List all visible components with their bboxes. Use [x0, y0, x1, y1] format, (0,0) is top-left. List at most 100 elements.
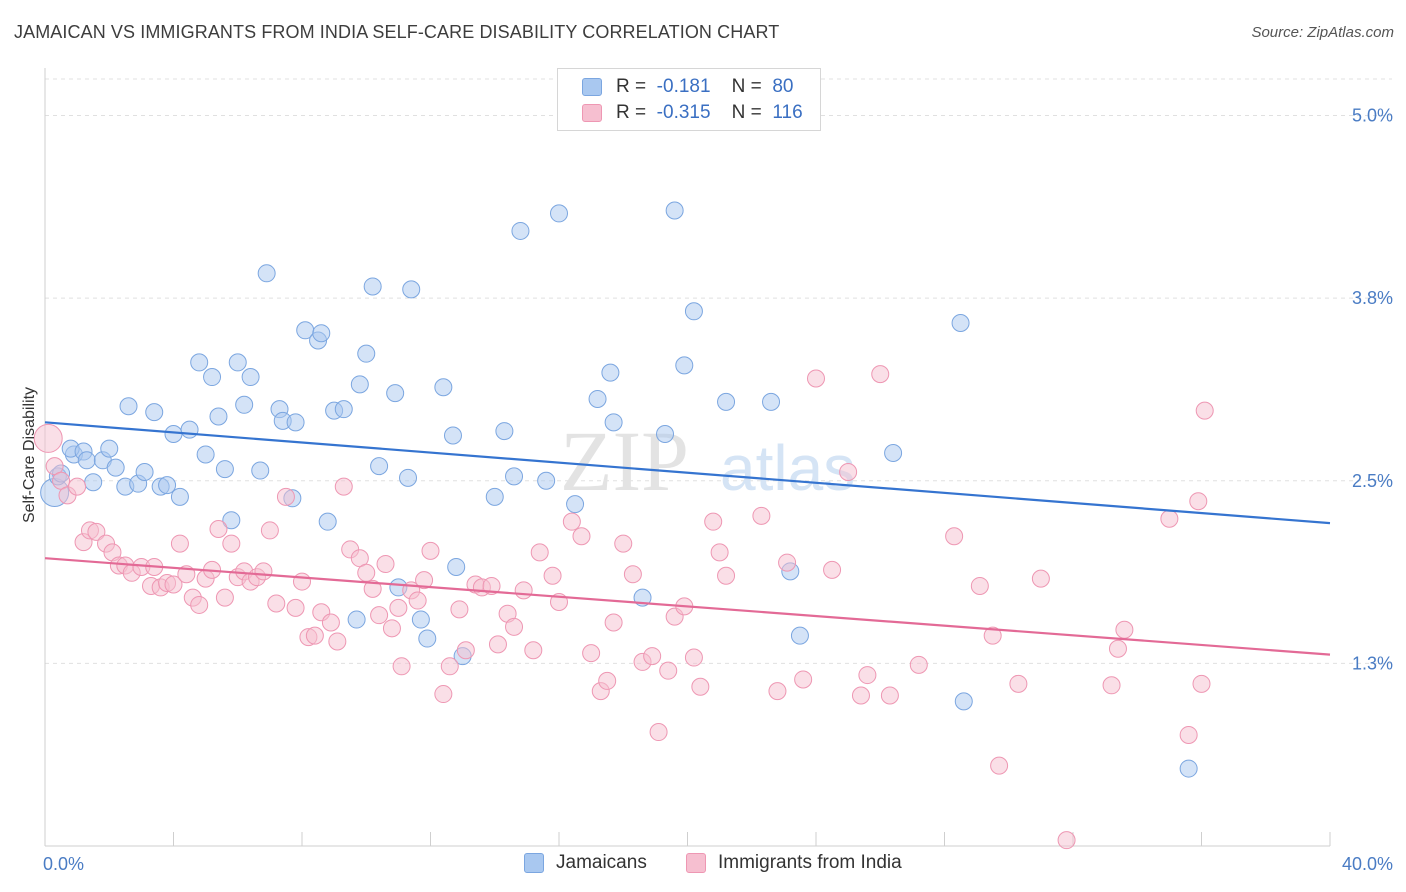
data-point: [370, 457, 389, 476]
data-point: [392, 657, 411, 676]
data-point: [411, 610, 430, 629]
y-tick-label: 3.8%: [1352, 288, 1393, 308]
data-point: [495, 422, 514, 441]
data-point: [623, 565, 642, 584]
data-points: [33, 201, 1214, 850]
data-point: [665, 201, 684, 220]
data-point: [170, 487, 189, 506]
data-point: [514, 581, 533, 600]
data-point: [228, 353, 247, 372]
data-point: [370, 606, 389, 625]
data-point: [357, 563, 376, 582]
data-point: [684, 302, 703, 321]
data-point: [954, 692, 973, 711]
legend-swatch-india: [686, 853, 706, 873]
data-point: [363, 277, 382, 296]
data-point: [550, 204, 568, 223]
y-axis-label: Self-Care Disability: [21, 387, 38, 523]
data-point: [794, 670, 813, 689]
data-point: [257, 264, 276, 283]
data-point: [566, 495, 585, 514]
data-point: [1160, 509, 1179, 528]
legend-n-value: 116: [772, 102, 803, 123]
data-point: [434, 378, 453, 397]
y-tick-label: 5.0%: [1352, 106, 1393, 126]
data-point: [909, 655, 928, 674]
data-point: [505, 617, 524, 636]
legend-r-label: R =: [616, 102, 647, 123]
data-point: [752, 506, 771, 525]
data-point: [434, 685, 453, 704]
data-point: [251, 461, 270, 480]
data-point: [537, 471, 556, 490]
data-point: [196, 445, 215, 464]
legend-n-value: 80: [772, 76, 794, 97]
series-india: [33, 365, 1214, 850]
legend-swatch-india: [582, 104, 602, 122]
legend-label-jamaicans: Jamaicans: [556, 852, 647, 873]
data-point: [190, 595, 209, 614]
data-point: [1108, 639, 1127, 658]
data-point: [209, 519, 228, 538]
data-point: [293, 572, 311, 591]
source-label: Source: ZipAtlas.com: [1251, 24, 1394, 41]
data-point: [215, 588, 234, 607]
data-point: [328, 632, 347, 651]
data-point: [704, 512, 723, 531]
data-point: [839, 462, 858, 481]
data-point: [1179, 759, 1198, 778]
data-point: [649, 723, 668, 742]
data-point: [418, 629, 437, 648]
legend-swatch-jamaicans: [524, 853, 544, 873]
data-point: [524, 641, 543, 660]
data-point: [1195, 401, 1214, 420]
y-tick-label: 1.3%: [1352, 653, 1393, 673]
data-point: [851, 686, 870, 705]
data-point: [241, 368, 260, 387]
data-point: [382, 619, 401, 638]
data-point: [488, 635, 507, 654]
data-point: [350, 375, 369, 394]
data-point: [710, 543, 729, 562]
data-point: [717, 392, 736, 411]
trend-line-jamaicans: [44, 421, 1331, 525]
data-point: [1057, 831, 1076, 850]
data-point: [778, 553, 797, 572]
data-point: [511, 221, 530, 240]
data-point: [1031, 569, 1050, 588]
data-point: [286, 598, 305, 617]
data-point: [717, 566, 736, 585]
trend-lines: [44, 421, 1331, 656]
data-point: [203, 368, 222, 387]
series-jamaicans: [40, 201, 1198, 778]
data-point: [871, 365, 890, 384]
data-point: [77, 451, 96, 470]
legend-n-label: N =: [731, 76, 762, 97]
data-point: [604, 613, 623, 632]
legend-item-jamaicans[interactable]: Jamaicans: [524, 852, 647, 874]
data-point: [334, 477, 353, 496]
legend-item-india[interactable]: Immigrants from India: [686, 852, 902, 874]
data-point: [386, 384, 405, 403]
data-point: [684, 648, 703, 667]
series-legend: Jamaicans Immigrants from India: [0, 852, 1406, 878]
data-point: [1192, 674, 1211, 693]
axes: [44, 68, 1331, 847]
data-point: [318, 512, 337, 531]
data-point: [305, 626, 324, 645]
data-point: [1179, 725, 1198, 744]
data-point: [267, 594, 286, 613]
data-point: [440, 657, 459, 676]
data-point: [408, 591, 427, 610]
data-point: [164, 425, 183, 444]
data-point: [604, 413, 623, 432]
data-point: [482, 576, 501, 595]
data-point: [858, 666, 877, 685]
stats-legend: R = -0.181 N = 80 R = -0.315 N = 116: [557, 68, 821, 131]
y-tick-label: 2.5%: [1352, 471, 1393, 491]
data-point: [135, 462, 154, 481]
data-point: [443, 426, 462, 445]
data-point: [222, 511, 241, 530]
data-point: [84, 473, 103, 492]
